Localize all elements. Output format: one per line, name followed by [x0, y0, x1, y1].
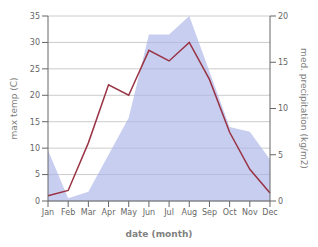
svg-text:Dec: Dec [262, 208, 277, 217]
svg-text:date (month): date (month) [126, 229, 193, 239]
svg-text:May: May [120, 208, 137, 217]
svg-text:10: 10 [278, 104, 288, 113]
svg-text:Jan: Jan [41, 208, 54, 217]
svg-text:30: 30 [30, 38, 40, 47]
svg-text:5: 5 [278, 151, 283, 160]
svg-text:0: 0 [278, 197, 283, 206]
svg-text:Feb: Feb [61, 208, 75, 217]
svg-text:0: 0 [35, 197, 40, 206]
svg-text:Mar: Mar [81, 208, 97, 217]
svg-text:5: 5 [35, 170, 40, 179]
svg-text:Apr: Apr [102, 208, 117, 217]
svg-text:max temp (C): max temp (C) [9, 77, 19, 139]
svg-text:Aug: Aug [181, 208, 197, 217]
svg-text:15: 15 [30, 118, 40, 127]
svg-text:20: 20 [30, 91, 40, 100]
svg-text:Jul: Jul [163, 208, 174, 217]
svg-text:Nov: Nov [242, 208, 258, 217]
svg-text:10: 10 [30, 144, 40, 153]
svg-text:20: 20 [278, 12, 288, 21]
svg-text:15: 15 [278, 58, 288, 67]
svg-text:35: 35 [30, 12, 40, 21]
svg-text:25: 25 [30, 65, 40, 74]
svg-text:Jun: Jun [142, 208, 156, 217]
svg-text:med. precipitation (kg/m2): med. precipitation (kg/m2) [299, 48, 309, 169]
svg-text:Oct: Oct [223, 208, 237, 217]
svg-text:Sep: Sep [202, 208, 217, 217]
